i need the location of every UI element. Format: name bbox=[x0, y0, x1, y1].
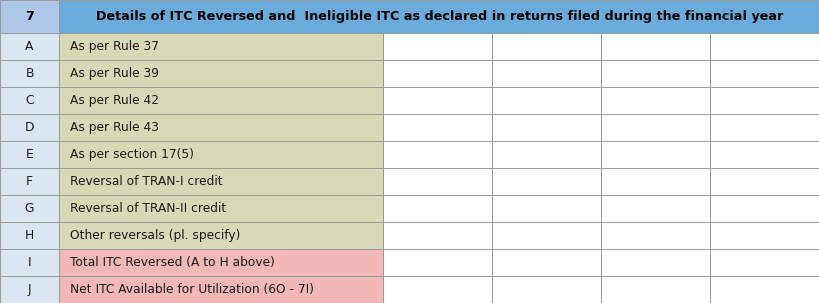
Bar bbox=[382, 32, 491, 60]
Bar bbox=[491, 87, 600, 114]
Bar bbox=[0, 87, 59, 114]
Bar bbox=[59, 168, 382, 195]
Bar bbox=[0, 32, 59, 60]
Bar bbox=[491, 276, 600, 303]
Bar bbox=[600, 60, 709, 87]
Bar bbox=[491, 249, 600, 276]
Bar bbox=[59, 222, 382, 249]
Bar bbox=[59, 0, 819, 32]
Bar bbox=[600, 168, 709, 195]
Text: A: A bbox=[25, 39, 34, 52]
Text: As per Rule 37: As per Rule 37 bbox=[70, 39, 158, 52]
Bar bbox=[709, 60, 819, 87]
Bar bbox=[491, 168, 600, 195]
Bar bbox=[0, 60, 59, 87]
Bar bbox=[0, 114, 59, 141]
Bar bbox=[600, 249, 709, 276]
Text: D: D bbox=[25, 121, 34, 134]
Bar bbox=[0, 0, 59, 32]
Bar bbox=[59, 249, 382, 276]
Text: E: E bbox=[25, 148, 34, 161]
Bar bbox=[0, 141, 59, 168]
Bar bbox=[709, 249, 819, 276]
Text: As per Rule 39: As per Rule 39 bbox=[70, 67, 158, 80]
Text: As per Rule 43: As per Rule 43 bbox=[70, 121, 158, 134]
Bar bbox=[491, 60, 600, 87]
Text: Reversal of TRAN-II credit: Reversal of TRAN-II credit bbox=[70, 202, 226, 215]
Text: G: G bbox=[25, 202, 34, 215]
Bar bbox=[600, 195, 709, 222]
Text: J: J bbox=[28, 283, 31, 296]
Bar bbox=[0, 249, 59, 276]
Text: As per Rule 42: As per Rule 42 bbox=[70, 94, 158, 107]
Bar bbox=[0, 276, 59, 303]
Text: Reversal of TRAN-I credit: Reversal of TRAN-I credit bbox=[70, 175, 222, 188]
Bar bbox=[59, 32, 382, 60]
Bar bbox=[59, 114, 382, 141]
Bar bbox=[600, 276, 709, 303]
Text: C: C bbox=[25, 94, 34, 107]
Bar bbox=[382, 249, 491, 276]
Text: Other reversals (pl. specify): Other reversals (pl. specify) bbox=[70, 229, 240, 242]
Bar bbox=[59, 60, 382, 87]
Bar bbox=[600, 222, 709, 249]
Text: F: F bbox=[26, 175, 33, 188]
Bar bbox=[59, 195, 382, 222]
Bar bbox=[600, 141, 709, 168]
Bar bbox=[382, 168, 491, 195]
Bar bbox=[600, 87, 709, 114]
Bar bbox=[491, 222, 600, 249]
Text: Details of ITC Reversed and  Ineligible ITC as declared in returns filed during : Details of ITC Reversed and Ineligible I… bbox=[96, 10, 782, 23]
Bar bbox=[491, 32, 600, 60]
Bar bbox=[59, 276, 382, 303]
Bar bbox=[600, 32, 709, 60]
Text: B: B bbox=[25, 67, 34, 80]
Bar bbox=[382, 87, 491, 114]
Bar bbox=[491, 114, 600, 141]
Text: Net ITC Available for Utilization (6O - 7I): Net ITC Available for Utilization (6O - … bbox=[70, 283, 314, 296]
Bar bbox=[59, 141, 382, 168]
Text: Total ITC Reversed (A to H above): Total ITC Reversed (A to H above) bbox=[70, 256, 274, 269]
Bar bbox=[709, 114, 819, 141]
Bar bbox=[382, 60, 491, 87]
Bar bbox=[382, 114, 491, 141]
Bar bbox=[382, 222, 491, 249]
Bar bbox=[382, 141, 491, 168]
Bar bbox=[491, 195, 600, 222]
Text: I: I bbox=[28, 256, 31, 269]
Bar bbox=[491, 141, 600, 168]
Bar bbox=[0, 222, 59, 249]
Bar bbox=[709, 87, 819, 114]
Bar bbox=[382, 195, 491, 222]
Bar bbox=[709, 32, 819, 60]
Text: 7: 7 bbox=[25, 10, 34, 23]
Bar bbox=[382, 276, 491, 303]
Bar bbox=[0, 168, 59, 195]
Bar bbox=[709, 222, 819, 249]
Bar bbox=[600, 114, 709, 141]
Bar bbox=[0, 195, 59, 222]
Bar bbox=[709, 168, 819, 195]
Text: H: H bbox=[25, 229, 34, 242]
Bar bbox=[709, 276, 819, 303]
Text: As per section 17(5): As per section 17(5) bbox=[70, 148, 193, 161]
Bar bbox=[59, 87, 382, 114]
Bar bbox=[709, 141, 819, 168]
Bar bbox=[709, 195, 819, 222]
